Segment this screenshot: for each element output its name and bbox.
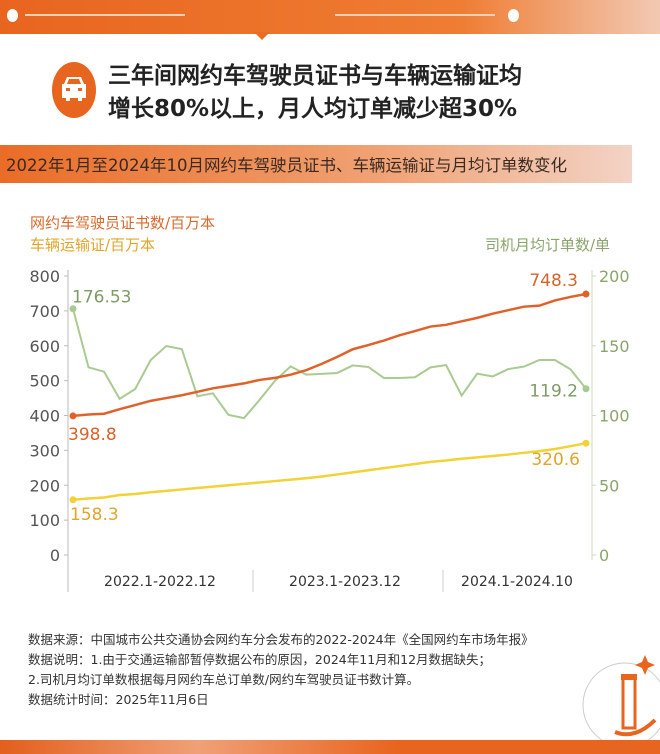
data-label-last: 748.3 [529, 271, 578, 291]
data-label-first: 398.8 [68, 425, 117, 445]
banner-notch [254, 32, 270, 40]
left-tick-label: 0 [50, 546, 60, 565]
series-line-2 [72, 308, 587, 420]
series-point [69, 496, 77, 504]
x-group-label: 2024.1-2024.10 [461, 574, 573, 590]
headline: 三年间网约车驾驶员证书与车辆运输证均 增长80%以上，月人均订单减少超30% [108, 60, 522, 126]
data-label-last: 119.2 [529, 382, 578, 402]
right-tick-label: 50 [599, 476, 619, 495]
left-tick-label: 500 [29, 372, 60, 391]
studio-logo [565, 650, 660, 745]
data-label-first: 158.3 [70, 505, 119, 525]
right-tick-label: 100 [599, 407, 630, 426]
headline-line-1: 三年间网约车驾驶员证书与车辆运输证均 [108, 63, 522, 89]
data-label-last: 320.6 [531, 450, 580, 470]
x-group-label: 2022.1-2022.12 [104, 574, 216, 590]
top-banner [0, 0, 660, 34]
chart: 0 100 200 300 400 500 600 700 800 0 50 100 150 200 202… [29, 267, 630, 592]
series-point [582, 290, 590, 298]
headline-line-2: 增长80%以上，月人均订单减少超30% [108, 96, 518, 122]
chart-title-bar: 2022年1月至2024年10月网约车驾驶员证书、车辆运输证与月均订单数变化 [0, 145, 632, 183]
banner-line [25, 14, 185, 16]
series-point [69, 305, 77, 313]
banner-dot [508, 9, 519, 22]
bottom-banner [0, 740, 660, 754]
left-axis-label-2: 车辆运输证/百万本 [30, 236, 156, 254]
series-line-1 [72, 441, 587, 502]
footer-notes: 数据来源：中国城市公共交通协会网约车分会发布的2022-2024年《全国网约车市… [28, 630, 548, 710]
left-tick-label: 300 [29, 441, 60, 460]
right-axis-label: 司机月均订单数/单 [485, 236, 611, 254]
series-point [582, 439, 590, 447]
footer-date: 数据统计时间：2025年11月6日 [28, 692, 209, 707]
data-label-first: 176.53 [72, 288, 131, 308]
banner-line [335, 14, 495, 16]
series-line-0 [72, 292, 587, 418]
left-axis-label-1: 网约车驾驶员证书数/百万本 [30, 214, 216, 232]
banner-dot [7, 9, 18, 22]
car-icon [52, 62, 96, 118]
series-point [69, 412, 77, 420]
left-tick-label: 800 [29, 267, 60, 286]
left-tick-label: 400 [29, 407, 60, 426]
left-tick-label: 700 [29, 302, 60, 321]
left-tick-label: 100 [29, 511, 60, 530]
left-tick-label: 200 [29, 476, 60, 495]
footer-note-1: 数据说明：1.由于交通运输部暂停数据公布的原因，2024年11月和12月数据缺失… [28, 652, 492, 667]
chart-title: 2022年1月至2024年10月网约车驾驶员证书、车辆运输证与月均订单数变化 [6, 156, 567, 175]
series-point [582, 385, 590, 393]
x-group-label: 2023.1-2023.12 [289, 574, 401, 590]
right-tick-label: 0 [599, 546, 609, 565]
right-tick-label: 150 [599, 337, 630, 356]
right-tick-label: 200 [599, 267, 630, 286]
left-tick-label: 600 [29, 337, 60, 356]
footer-note-2: 2.司机月均订单数根据每月网约车总订单数/网约车驾驶员证书数计算。 [28, 672, 420, 687]
footer-source: 数据来源：中国城市公共交通协会网约车分会发布的2022-2024年《全国网约车市… [28, 632, 534, 647]
